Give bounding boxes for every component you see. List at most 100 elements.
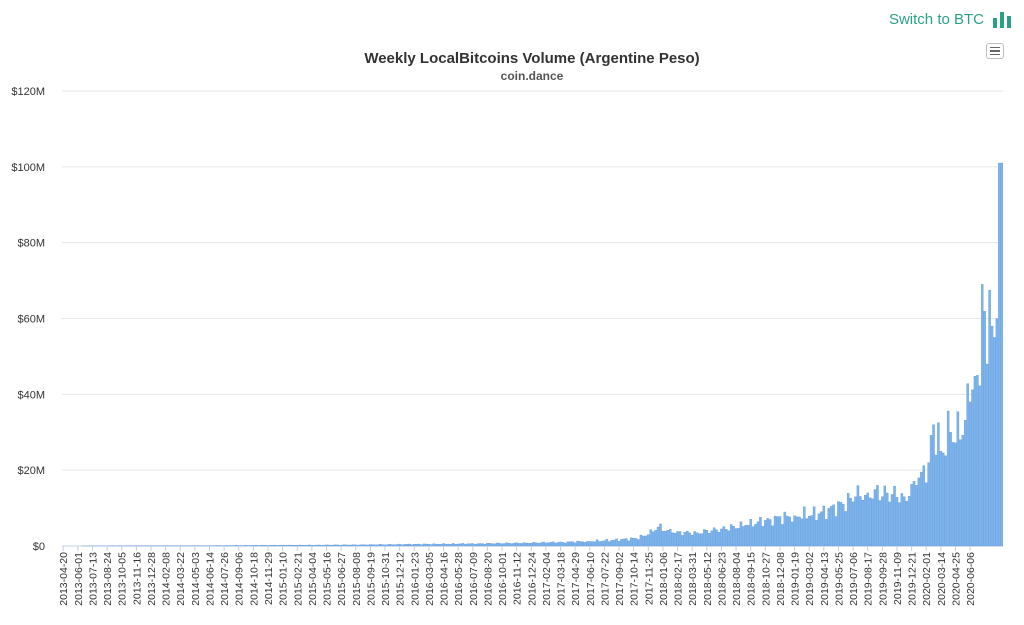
bar[interactable] (339, 544, 343, 547)
bar[interactable] (271, 545, 275, 547)
bar[interactable] (549, 542, 553, 547)
bar[interactable] (486, 543, 489, 547)
bar[interactable] (946, 410, 950, 547)
bar[interactable] (364, 544, 367, 547)
bar[interactable] (978, 385, 982, 547)
bar[interactable] (583, 542, 587, 547)
bar[interactable] (554, 542, 557, 547)
bar[interactable] (552, 541, 555, 547)
bar[interactable] (715, 529, 718, 547)
bar[interactable] (310, 545, 314, 547)
bar[interactable] (920, 471, 923, 547)
bar[interactable] (661, 530, 665, 547)
bar[interactable] (383, 544, 387, 547)
bar[interactable] (793, 515, 796, 547)
bar[interactable] (639, 534, 643, 547)
bar[interactable] (727, 530, 730, 547)
bar[interactable] (634, 538, 638, 547)
bar[interactable] (924, 482, 928, 547)
bar[interactable] (525, 542, 528, 547)
bar[interactable] (591, 541, 594, 547)
bar[interactable] (859, 496, 862, 547)
bar[interactable] (737, 528, 740, 547)
bar[interactable] (781, 524, 784, 547)
hamburger-menu-icon[interactable] (986, 43, 1004, 59)
bar[interactable] (296, 545, 299, 547)
bar[interactable] (437, 543, 440, 547)
bar[interactable] (461, 543, 465, 547)
bar[interactable] (664, 530, 667, 547)
bar[interactable] (834, 516, 838, 547)
bar[interactable] (376, 544, 379, 547)
bar[interactable] (498, 543, 501, 547)
bar[interactable] (656, 526, 660, 547)
bar[interactable] (829, 506, 833, 547)
bar[interactable] (356, 544, 360, 547)
bar[interactable] (235, 545, 238, 547)
bar[interactable] (954, 442, 957, 547)
bar[interactable] (983, 311, 986, 547)
bar[interactable] (698, 533, 701, 547)
bar[interactable] (866, 492, 869, 547)
bar[interactable] (990, 325, 994, 547)
bar[interactable] (825, 519, 828, 547)
bar[interactable] (330, 545, 333, 547)
bar[interactable] (349, 544, 353, 547)
bar[interactable] (442, 543, 445, 547)
bar[interactable] (854, 496, 857, 547)
bar[interactable] (308, 544, 311, 547)
bar[interactable] (508, 543, 511, 547)
bar[interactable] (995, 318, 999, 547)
bar[interactable] (1000, 162, 1004, 547)
bar[interactable] (415, 543, 418, 547)
bar[interactable] (259, 545, 262, 547)
bar[interactable] (832, 504, 835, 547)
bar[interactable] (893, 485, 896, 547)
bar[interactable] (561, 542, 565, 547)
bar[interactable] (371, 544, 375, 547)
bar[interactable] (422, 543, 426, 547)
bar[interactable] (405, 544, 409, 547)
bar[interactable] (985, 363, 989, 547)
bar[interactable] (773, 515, 777, 547)
bar[interactable] (276, 545, 279, 547)
bar[interactable] (532, 542, 535, 547)
bar[interactable] (254, 545, 258, 547)
bar[interactable] (963, 419, 967, 547)
bar[interactable] (649, 529, 652, 547)
bar[interactable] (439, 544, 443, 547)
bar[interactable] (817, 513, 821, 547)
bar[interactable] (459, 543, 462, 547)
bar[interactable] (388, 544, 392, 547)
bar[interactable] (739, 521, 743, 547)
bar[interactable] (456, 543, 460, 547)
bar[interactable] (366, 544, 370, 547)
bar[interactable] (527, 543, 531, 547)
bar[interactable] (659, 523, 662, 547)
bar[interactable] (342, 544, 345, 547)
bar[interactable] (895, 497, 899, 547)
bar[interactable] (637, 539, 640, 547)
bar[interactable] (576, 540, 579, 547)
bar[interactable] (615, 538, 618, 547)
bar[interactable] (790, 521, 794, 547)
bar[interactable] (239, 545, 243, 547)
bar[interactable] (391, 544, 394, 547)
bar[interactable] (783, 511, 787, 547)
bar[interactable] (481, 543, 484, 547)
bar[interactable] (425, 543, 428, 547)
bar[interactable] (973, 375, 977, 547)
bar[interactable] (671, 532, 674, 547)
bar[interactable] (534, 542, 538, 547)
bar[interactable] (732, 526, 735, 547)
bar[interactable] (539, 542, 543, 547)
bar[interactable] (556, 542, 560, 547)
bar[interactable] (395, 544, 399, 547)
bar[interactable] (883, 485, 886, 547)
bar[interactable] (286, 545, 289, 547)
bar[interactable] (344, 544, 348, 547)
bar[interactable] (471, 543, 474, 547)
bar[interactable] (317, 544, 321, 547)
bar[interactable] (786, 515, 789, 547)
bar[interactable] (686, 530, 689, 547)
